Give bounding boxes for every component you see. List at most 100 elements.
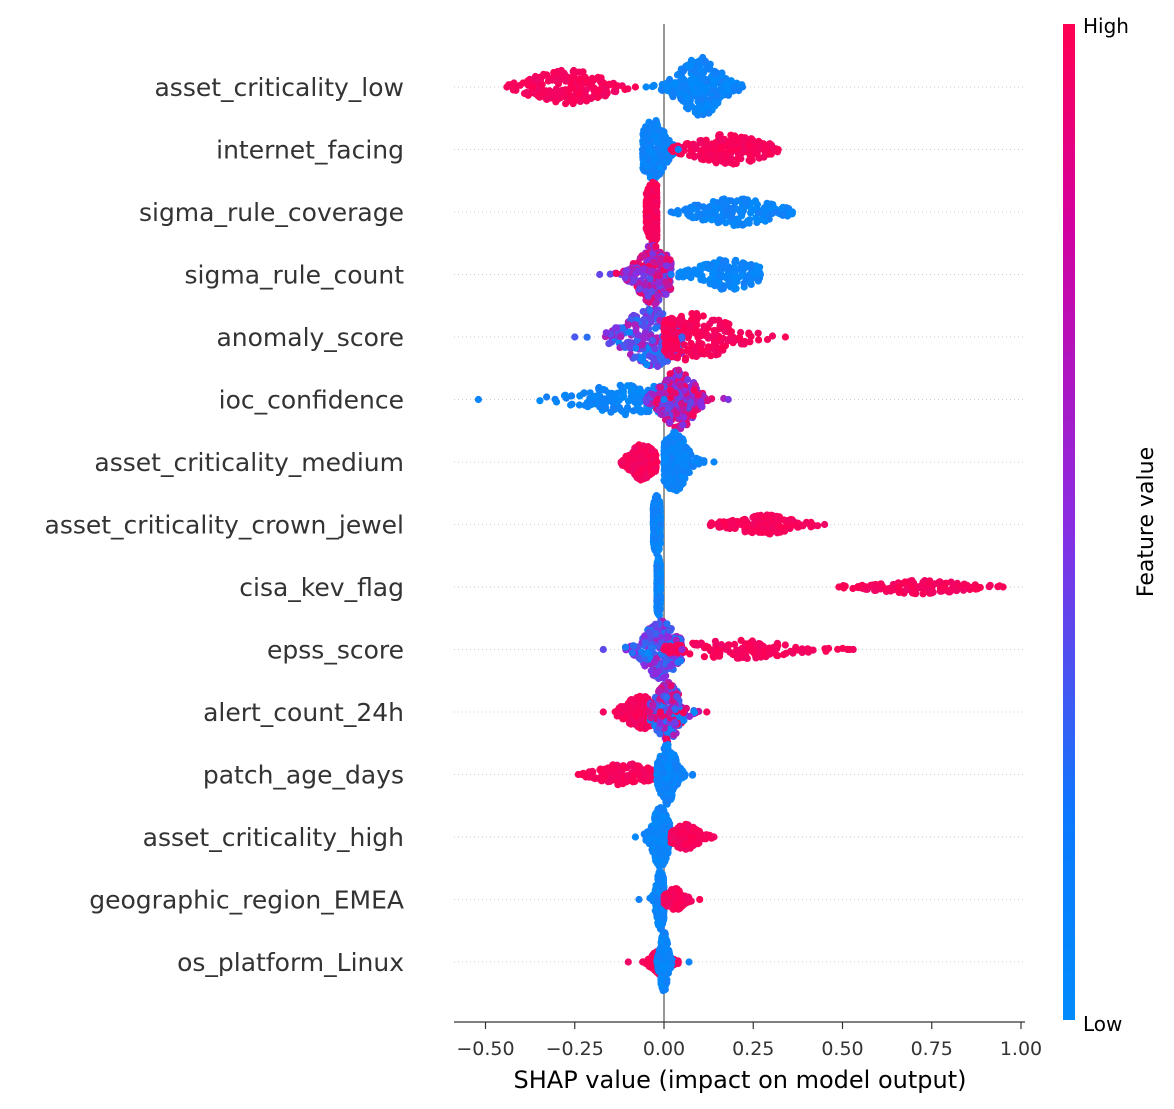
shap-point — [606, 391, 614, 399]
shap-point — [640, 322, 649, 330]
shap-point — [703, 142, 711, 151]
shap-point — [869, 581, 877, 589]
shap-point — [773, 645, 781, 653]
shap-point — [747, 278, 755, 286]
shap-point — [635, 654, 643, 662]
shap-point — [756, 270, 765, 279]
shap-point — [876, 585, 885, 593]
shap-point — [613, 324, 621, 332]
shap-point — [678, 333, 686, 341]
shap-point — [719, 285, 727, 293]
shap-point — [589, 393, 598, 401]
shap-point — [640, 252, 648, 260]
shap-point — [684, 205, 692, 213]
shap-point — [698, 149, 707, 157]
shap-point — [737, 340, 746, 348]
shap-point — [749, 136, 757, 144]
shap-point — [629, 277, 638, 285]
shap-point — [635, 279, 643, 287]
shap-point — [697, 276, 705, 284]
shap-point — [606, 270, 614, 278]
shap-point — [700, 350, 709, 358]
shap-point — [689, 412, 697, 420]
shap-point — [716, 264, 724, 273]
shap-point — [685, 468, 693, 477]
shap-point — [631, 353, 639, 361]
shap-point — [617, 458, 625, 466]
shap-point — [656, 569, 664, 577]
shap-point — [656, 163, 664, 172]
shap-point — [667, 314, 676, 322]
shap-point — [821, 645, 829, 653]
shap-point — [533, 77, 542, 85]
shap-point — [607, 397, 616, 406]
shap-point — [599, 708, 607, 716]
shap-point — [552, 398, 561, 406]
shap-point — [738, 149, 746, 157]
shap-point — [910, 589, 919, 598]
shap-point — [693, 321, 701, 329]
shap-point — [571, 95, 579, 103]
shap-point — [620, 715, 628, 723]
shap-point — [738, 83, 747, 91]
shap-point — [621, 643, 630, 651]
shap-point — [680, 467, 688, 475]
shap-point — [705, 264, 713, 272]
shap-point — [666, 662, 674, 670]
shap-point — [648, 228, 656, 236]
shap-point — [654, 600, 663, 608]
shap-point — [731, 132, 739, 140]
shap-point — [663, 449, 671, 457]
shap-point — [640, 333, 648, 341]
shap-point — [654, 292, 662, 300]
shap-point — [671, 389, 679, 397]
shap-point — [647, 644, 656, 652]
shap-point — [778, 211, 786, 219]
shap-point — [741, 134, 749, 142]
shap-point — [626, 344, 634, 352]
shap-point — [683, 85, 691, 93]
shap-point — [781, 333, 790, 341]
shap-point — [704, 100, 712, 109]
shap-point — [729, 160, 738, 168]
shap-point — [803, 519, 811, 527]
shap-point — [632, 326, 640, 334]
shap-point — [651, 535, 659, 543]
shap-point — [679, 273, 687, 281]
shap-point — [934, 579, 942, 588]
shap-point — [715, 135, 723, 143]
shap-point — [750, 649, 758, 657]
shap-point — [613, 389, 622, 397]
shap-point — [677, 320, 685, 328]
shap-point — [688, 310, 696, 318]
shap-point — [648, 336, 657, 344]
shap-point — [681, 356, 690, 364]
shap-point — [656, 353, 664, 361]
shap-point — [750, 269, 758, 277]
shap-point — [693, 109, 701, 117]
shap-point — [746, 338, 754, 346]
shap-point — [642, 473, 650, 482]
shap-point — [571, 333, 579, 341]
shap-point — [678, 645, 686, 654]
shap-point — [798, 648, 806, 657]
shap-point — [646, 629, 654, 637]
shap-point — [639, 307, 647, 316]
shap-point — [641, 124, 650, 133]
shap-point — [707, 352, 715, 360]
shap-point — [703, 708, 711, 716]
shap-point — [583, 333, 591, 341]
shap-point — [680, 446, 689, 454]
shap-point — [601, 386, 609, 394]
shap-point — [570, 72, 578, 80]
shap-point — [596, 270, 604, 279]
shap-point — [698, 96, 706, 104]
shap-point — [623, 406, 631, 414]
shap-point — [719, 156, 727, 164]
shap-point — [767, 141, 776, 149]
shap-point — [690, 75, 698, 83]
shap-point — [636, 285, 644, 293]
shap-point — [701, 216, 709, 224]
shap-point — [655, 259, 663, 267]
shap-point — [619, 762, 627, 770]
